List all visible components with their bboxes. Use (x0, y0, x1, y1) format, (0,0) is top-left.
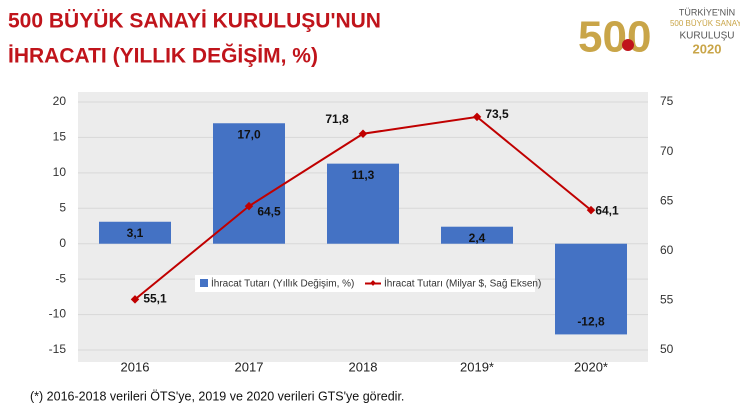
logo-mark: 500 (578, 13, 651, 62)
data-label: 11,3 (352, 168, 375, 182)
bar (213, 123, 285, 244)
legend-swatch (370, 280, 376, 286)
x-tick-label: 2018 (349, 359, 378, 374)
y2-tick-label: 50 (660, 342, 674, 356)
logo-text: 2020 (693, 41, 722, 56)
bar (441, 226, 513, 244)
logo: 500 TÜRKİYE'NİN 500 BÜYÜK SANAYİ KURULUŞ… (578, 7, 740, 61)
y-tick-label: 10 (53, 165, 67, 179)
y-tick-label: 15 (53, 130, 67, 144)
logo-text: KURULUŞU (679, 31, 734, 42)
data-label: 71,8 (325, 112, 349, 126)
x-tick-label: 2020* (574, 359, 608, 374)
bar (555, 243, 627, 335)
legend-label: İhracat Tutarı (Yıllık Değişim, %) (211, 277, 354, 290)
line-point (472, 112, 482, 122)
data-label: 17,0 (237, 127, 261, 141)
bar (327, 163, 399, 244)
logo-dot (622, 39, 634, 51)
y2-tick-label: 70 (660, 144, 674, 158)
data-label: 73,5 (485, 107, 509, 121)
data-label: 2,4 (469, 231, 486, 245)
y-tick-label: 20 (53, 94, 67, 108)
footnote: (*) 2016-2018 verileri ÖTS'ye, 2019 ve 2… (30, 389, 404, 403)
data-label: -12,8 (577, 315, 605, 329)
y2-tick-label: 65 (660, 193, 674, 207)
data-label: 64,5 (257, 204, 281, 218)
y-tick-label: 5 (59, 200, 66, 214)
x-tick-label: 2019* (460, 359, 494, 374)
data-label: 3,1 (127, 226, 144, 240)
y-tick-label: 0 (59, 236, 66, 250)
logo-text: TÜRKİYE'NİN (679, 7, 735, 17)
y-tick-label: -15 (49, 342, 67, 356)
legend-label: İhracat Tutarı (Milyar $, Sağ Eksen) (384, 277, 541, 290)
title-line: 500 BÜYÜK SANAYİ KURULUŞU'NUN (8, 10, 381, 33)
legend-swatch (200, 279, 208, 287)
x-tick-label: 2016 (121, 359, 150, 374)
title-line: İHRACATI (YILLIK DEĞİŞİM, %) (8, 44, 318, 68)
y2-tick-label: 55 (660, 293, 674, 307)
logo-text: 500 BÜYÜK SANAYİ (670, 19, 740, 28)
y-tick-label: -5 (55, 271, 66, 285)
data-label: 55,1 (143, 292, 167, 306)
bar (99, 221, 171, 244)
line-point (358, 129, 368, 138)
data-label: 64,1 (595, 203, 619, 217)
line-point (244, 201, 254, 211)
y2-tick-label: 75 (660, 94, 674, 108)
y2-tick-label: 60 (660, 243, 674, 257)
line-point (130, 295, 140, 304)
y-tick-label: -10 (49, 307, 67, 321)
x-tick-label: 2017 (235, 359, 264, 374)
